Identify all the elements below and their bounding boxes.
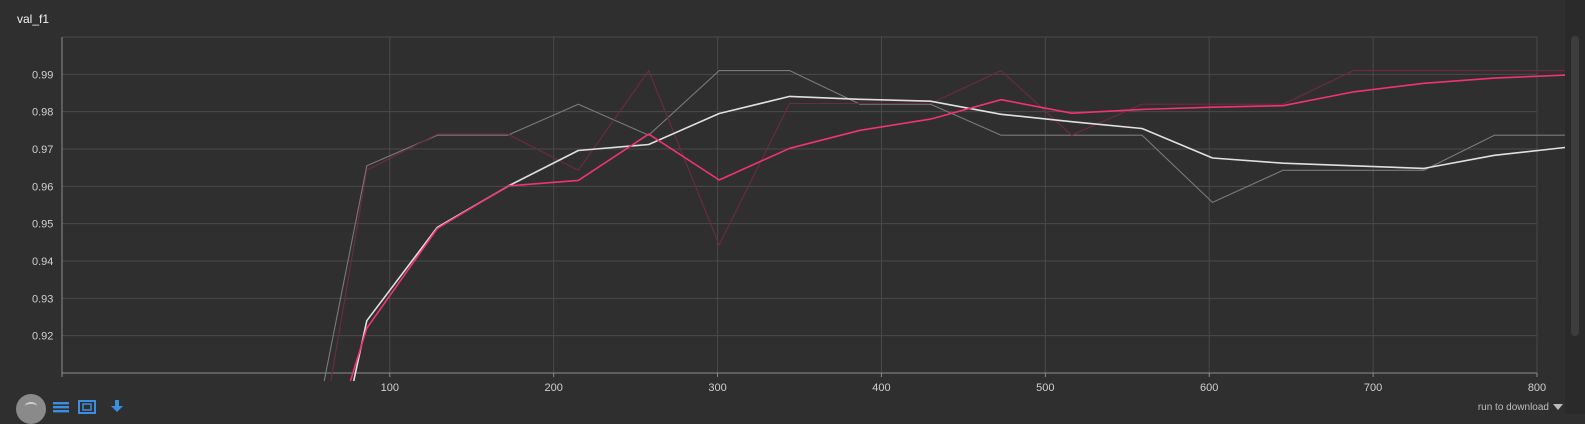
x-tick-label: 200: [544, 382, 562, 394]
x-tick-label: 800: [1528, 382, 1546, 394]
y-tick-label: 0.96: [32, 181, 53, 193]
chevron-down-icon[interactable]: [1553, 404, 1563, 410]
x-tick-label: 500: [1036, 382, 1054, 394]
x-tick-label: 600: [1200, 382, 1218, 394]
chart-svg[interactable]: 0.92 0.93 0.94 0.95 0.96 0.97 0.98 0.99 100 200 30…: [0, 0, 1585, 414]
chart-grid: [62, 36, 1538, 373]
scrollbar[interactable]: [1565, 0, 1585, 414]
x-tick-label: 700: [1364, 382, 1382, 394]
chart-tick-labels: 0.92 0.93 0.94 0.95 0.96 0.97 0.98 0.99 100 200 30…: [32, 69, 1546, 394]
scrollbar-thumb[interactable]: [1571, 36, 1579, 336]
y-tick-label: 0.99: [32, 69, 53, 81]
y-tick-label: 0.94: [32, 256, 53, 268]
raw-series-line[interactable]: [323, 70, 1585, 382]
chart-series: [323, 70, 1585, 382]
x-tick-label: 300: [708, 382, 726, 394]
y-tick-label: 0.95: [32, 219, 53, 231]
chart-title: val_f1: [17, 12, 50, 26]
download-link[interactable]: run to download: [1477, 402, 1549, 413]
x-tick-label: 400: [872, 382, 890, 394]
download-icon[interactable]: [108, 400, 126, 414]
y-tick-label: 0.92: [32, 331, 53, 343]
list-icon[interactable]: [52, 400, 70, 414]
fit-domain-icon[interactable]: [78, 400, 96, 414]
y-tick-label: 0.97: [32, 144, 53, 156]
avatar-icon[interactable]: [16, 394, 46, 424]
y-tick-label: 0.93: [32, 293, 53, 305]
raw-series-line[interactable]: [330, 70, 1585, 382]
y-tick-label: 0.98: [32, 107, 53, 119]
x-tick-label: 100: [381, 382, 399, 394]
chart-axes: [61, 37, 1538, 377]
smoothed-series-line[interactable]: [349, 74, 1585, 382]
smoothed-series-line[interactable]: [352, 95, 1585, 382]
